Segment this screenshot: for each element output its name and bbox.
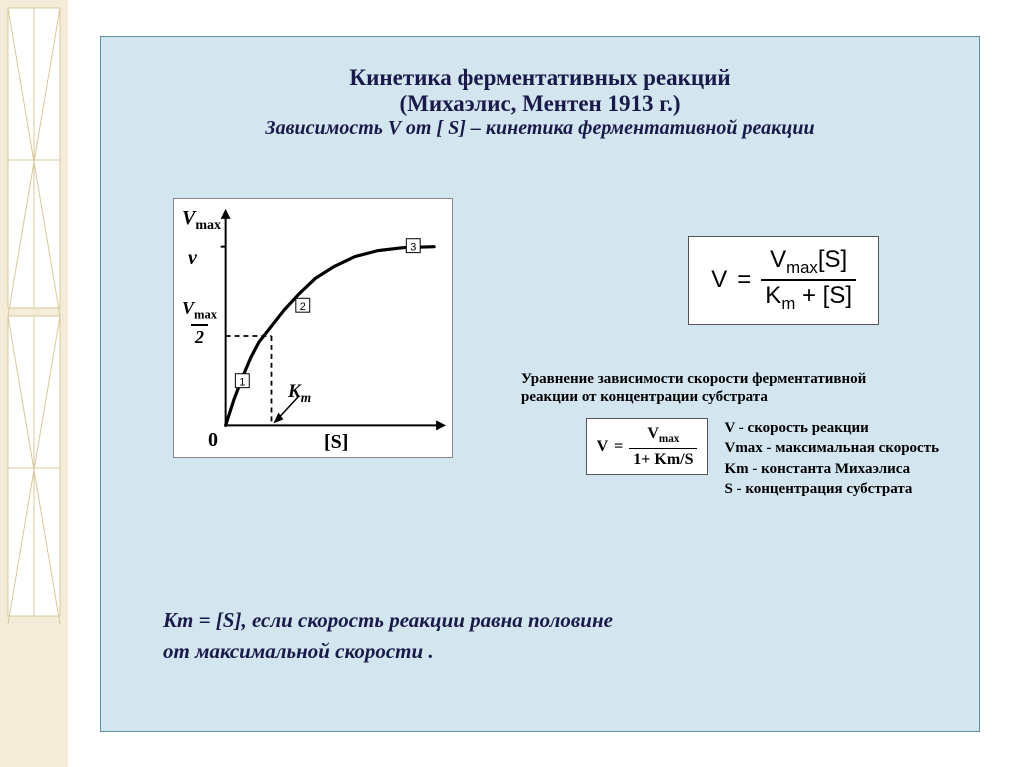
title-block: Кинетика ферментативных реакций (Михаэли… [131, 65, 949, 140]
equation-small: V = Vmax 1+ Km/S [586, 418, 709, 475]
eq-lhs: V [711, 266, 727, 294]
svg-text:3: 3 [410, 242, 416, 254]
equation-description: Уравнение зависимости скорости ферментат… [521, 370, 951, 406]
km-note: Km = [S], если скорость реакции равна по… [163, 605, 683, 666]
label-origin: 0 [208, 429, 218, 452]
eq-desc-l1: Уравнение зависимости скорости ферментат… [521, 370, 951, 388]
eq-fraction: Vmax[S] Km + [S] [761, 247, 856, 314]
label-v: v [188, 247, 197, 270]
title-line1: Кинетика ферментативных реакций [131, 65, 949, 91]
label-x: [S] [324, 431, 348, 454]
legend: V - скорость реакции Vmax - максимальная… [724, 418, 939, 499]
body-area: 1 2 3 Vmax v Vmax 2 0 [S] Km [131, 154, 949, 714]
legend-l4: S - концентрация субстрата [724, 479, 939, 499]
subtitle: Зависимость V от [ S] – кинетика фермент… [131, 117, 949, 140]
eq-desc-l2: реакции от концентрации субстрата [521, 388, 951, 406]
subtitle-suffix: кинетика ферментативной реакции [481, 117, 815, 139]
label-vmax: Vmax [182, 207, 221, 234]
eq-equals: = [737, 266, 751, 294]
equation-big: V = Vmax[S] Km + [S] [688, 236, 879, 325]
legend-l1: V - скорость реакции [724, 418, 939, 438]
subtitle-prefix: Зависимость V от [ S] – [265, 117, 481, 139]
small-eq-block: V = Vmax 1+ Km/S V - скорость реакции Vm… [586, 418, 939, 499]
slide: Кинетика ферментативных реакций (Михаэли… [100, 36, 980, 732]
label-vmax-half: Vmax 2 [178, 299, 221, 348]
label-km: Km [288, 381, 311, 406]
legend-l2: Vmax - максимальная скорость [724, 438, 939, 458]
note-l1: Km = [S], если скорость реакции равна по… [163, 605, 683, 635]
note-l2: от максимальной скорости . [163, 636, 683, 666]
graph-box: 1 2 3 Vmax v Vmax 2 0 [S] Km [173, 198, 453, 458]
title-line2: (Михаэлис, Ментен 1913 г.) [131, 91, 949, 117]
svg-text:1: 1 [239, 377, 245, 389]
legend-l3: Km - константа Михаэлиса [724, 459, 939, 479]
svg-text:2: 2 [300, 301, 306, 313]
deco-strip [0, 0, 68, 767]
